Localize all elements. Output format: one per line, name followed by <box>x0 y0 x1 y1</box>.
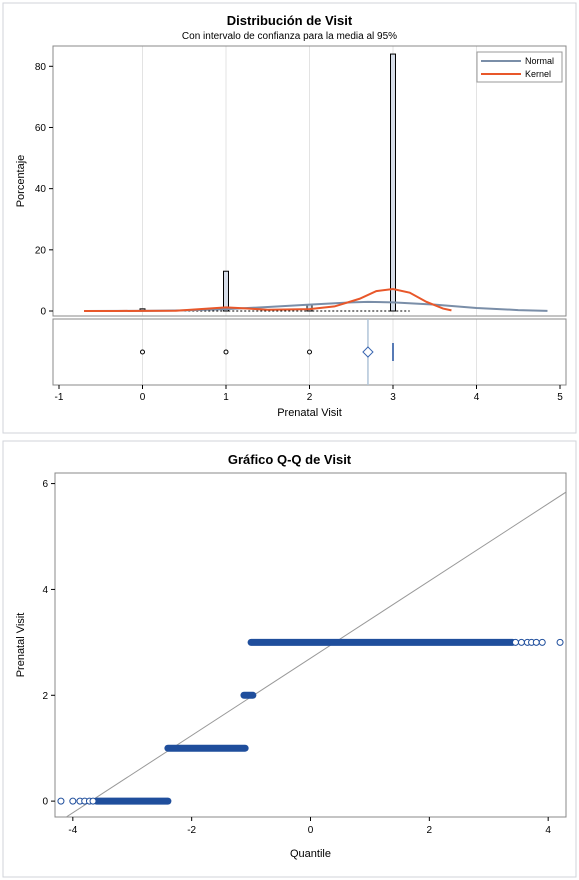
chart-title: Distribución de Visit <box>227 13 353 28</box>
boxplot-outlier <box>140 349 145 355</box>
qq-chart-title: Gráfico Q-Q de Visit <box>228 452 352 467</box>
qq-y-axis-label: Prenatal Visit <box>15 613 27 678</box>
series-kernel-line <box>84 287 452 312</box>
x-tick-label: 0 <box>140 392 146 403</box>
qq-x-axis-label: Quantile <box>290 848 331 860</box>
x-tick-label: 5 <box>557 392 563 403</box>
legend-entry: Kernel <box>525 69 551 79</box>
x-axis-label: Prenatal Visit <box>277 407 342 419</box>
qq-x-tick-label: -4 <box>68 825 77 836</box>
qq-y-tick-label: 2 <box>42 691 48 702</box>
qq-y-tick-label: 0 <box>42 797 48 808</box>
boxplot-mean-marker <box>362 346 374 358</box>
x-tick-label: 2 <box>307 392 313 403</box>
qq-point <box>57 797 65 805</box>
qq-x-tick-label: 4 <box>545 825 551 836</box>
histogram-plot-area <box>52 45 567 317</box>
qq-x-tick-label: 0 <box>308 825 314 836</box>
histogram-bar <box>390 53 396 312</box>
y-tick-label: 60 <box>35 123 47 134</box>
x-tick-label: 1 <box>223 392 229 403</box>
y-tick-label: 40 <box>35 184 47 195</box>
y-tick-label: 0 <box>40 307 46 318</box>
panel-2-frame <box>2 440 577 878</box>
qq-point <box>532 638 540 646</box>
y-tick-label: 80 <box>35 62 47 73</box>
boxplot-outlier <box>307 349 312 355</box>
boxplot-outlier <box>223 349 229 355</box>
qq-x-tick-label: -2 <box>187 825 196 836</box>
qq-point <box>556 638 564 646</box>
x-tick-label: 3 <box>390 392 396 403</box>
qq-y-tick-label: 6 <box>42 479 48 490</box>
qq-point <box>538 638 546 646</box>
x-tick-label: -1 <box>55 392 64 403</box>
qq-point <box>511 638 519 646</box>
histogram-bar <box>223 270 229 312</box>
qq-x-tick-label: 2 <box>427 825 433 836</box>
legend-box <box>476 51 563 83</box>
qq-point <box>69 797 77 805</box>
legend-entry: Normal <box>525 56 554 66</box>
qq-point <box>89 797 97 805</box>
y-axis-label: Porcentaje <box>15 155 27 208</box>
qq-point <box>517 638 525 646</box>
qq-y-tick-label: 4 <box>42 585 48 596</box>
x-tick-label: 4 <box>474 392 480 403</box>
y-tick-label: 20 <box>35 245 47 256</box>
chart-subtitle: Con intervalo de confianza para la media… <box>182 31 397 42</box>
qq-reference-line <box>65 491 566 817</box>
